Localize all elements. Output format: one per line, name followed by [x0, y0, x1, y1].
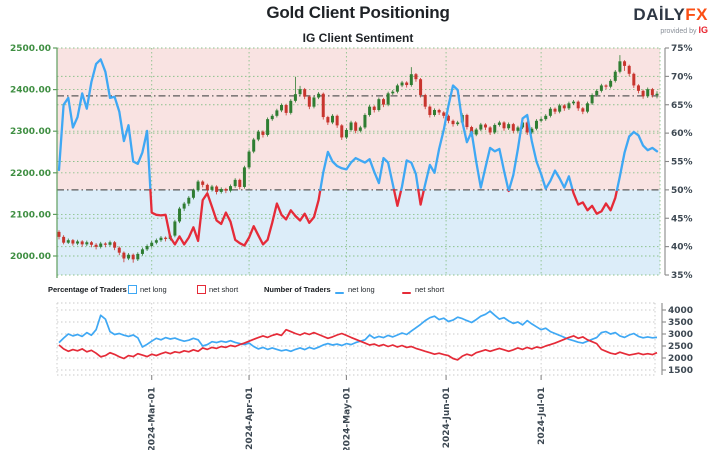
traders-gridlines [56, 302, 656, 376]
net-long-segment [319, 150, 396, 192]
legend-pct-net-long-label: net long [140, 285, 167, 294]
brand-daily-text: DAİLY [633, 5, 686, 24]
main-chart [57, 47, 661, 276]
percent-tick-label: 35% [671, 271, 693, 281]
price-tick-label: 2400.00 [10, 86, 51, 96]
legend: Percentage of Traders net long net short… [0, 284, 716, 298]
percent-tick-label: 65% [671, 101, 693, 111]
price-tick-label: 2200.00 [10, 169, 51, 179]
price-tick-label: 2000.00 [10, 252, 51, 262]
net-long-dash-icon [335, 288, 344, 299]
ig-logo: IG [698, 25, 708, 35]
net-long-square-icon [128, 285, 137, 297]
legend-pct-net-short-label: net short [209, 285, 239, 294]
net-short-segment [149, 188, 322, 247]
legend-num-net-long-label: net long [348, 285, 375, 294]
dailyfx-wordmark: DAİLYFX [633, 6, 708, 23]
legend-num-net-short-label: net short [415, 285, 445, 294]
main-axes: 2500.00 2400.00 2300.00 2200.00 2100.00 2000.… [10, 44, 693, 281]
date-tick-label: 2024-Jul-01 [537, 387, 547, 445]
traders-tick-label: 2500 [668, 342, 693, 352]
percent-tick-label: 45% [671, 214, 693, 224]
net-long-segment [422, 84, 510, 192]
chart-subtitle: IG Client Sentiment [302, 31, 414, 45]
net-short-square-icon [197, 285, 206, 297]
percent-tick-label: 50% [671, 186, 693, 196]
percent-tick-label: 40% [671, 243, 693, 253]
price-tick-label: 2500.00 [10, 44, 51, 54]
net-long-segment [507, 113, 574, 192]
net-long-segment [57, 58, 152, 192]
traders-net-short-line [58, 328, 658, 361]
percent-tick-label: 60% [671, 129, 693, 139]
net-long-segment [400, 159, 420, 192]
net-long-segment [615, 130, 659, 192]
page-title: Gold Client Positioning [266, 3, 450, 22]
net-short-segment [571, 188, 619, 215]
traders-tick-label: 2000 [668, 354, 693, 364]
brand-fx-text: FX [685, 5, 708, 24]
date-tick-label: 2024-May-01 [342, 387, 352, 450]
traders-tick-label: 1500 [668, 366, 693, 376]
price-tick-label: 2100.00 [10, 210, 51, 220]
traders-net-long-line [58, 310, 658, 353]
price-tick-label: 2300.00 [10, 127, 51, 137]
above-50-shading [57, 48, 660, 190]
provided-by-text: provided by [660, 28, 697, 35]
legend-percentage-header: Percentage of Traders [48, 285, 127, 294]
traders-chart [56, 302, 658, 376]
percent-tick-label: 75% [671, 44, 693, 54]
date-tick-label: 2024-Mar-01 [148, 387, 158, 450]
traders-tick-label: 4000 [668, 306, 693, 316]
percent-tick-label: 70% [671, 72, 693, 82]
date-tick-label: 2024-Apr-01 [245, 387, 255, 450]
percent-tick-label: 55% [671, 158, 693, 168]
traders-axes: 4000 3500 3000 2500 2000 1500 [661, 303, 693, 376]
traders-tick-label: 3500 [668, 318, 693, 328]
legend-number-header: Number of Traders [264, 285, 331, 294]
net-short-segment [392, 188, 403, 207]
net-short-segment [417, 188, 426, 206]
below-50-shading [57, 189, 660, 275]
date-tick-label: 2024-Jun-01 [442, 387, 452, 448]
net-short-dash-icon [402, 288, 411, 299]
dailyfx-logo: DAİLYFX provided by IG [633, 6, 708, 35]
sentiment-line [57, 58, 659, 247]
x-axis-labels: 2024-Mar-01 2024-Apr-01 2024-May-01 2024-Ju… [148, 375, 547, 450]
traders-tick-label: 3000 [668, 330, 693, 340]
provided-by-line: provided by IG [633, 25, 708, 36]
